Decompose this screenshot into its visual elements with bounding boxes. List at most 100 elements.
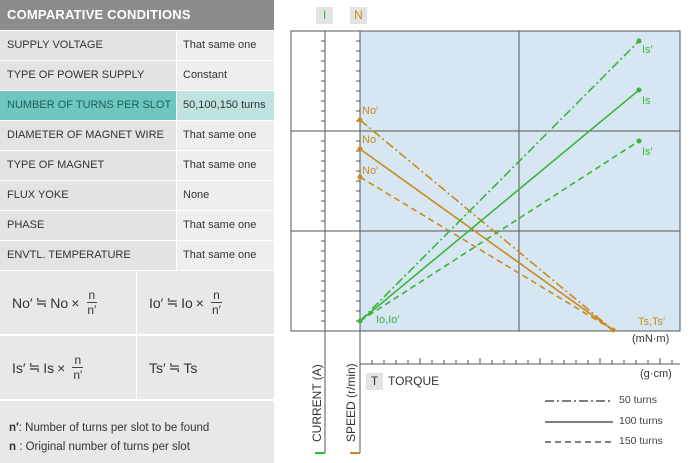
formula-rhs: Io bbox=[181, 294, 193, 311]
current-point-is-150 bbox=[636, 138, 642, 144]
torque-axis-tag: T bbox=[366, 373, 383, 390]
condition-value: That same one bbox=[177, 31, 274, 60]
label-is-50: Is′ bbox=[642, 44, 653, 56]
legend-label: 150 turns bbox=[619, 435, 663, 447]
legend-line-dashed bbox=[545, 441, 613, 443]
condition-row-turns-per-slot: NUMBER OF TURNS PER SLOT 50,100,150 turn… bbox=[0, 91, 274, 120]
label-io: Io,Io′ bbox=[376, 314, 399, 326]
formula-lhs: Io′ bbox=[149, 294, 164, 311]
formula-rhs: Is bbox=[43, 359, 55, 376]
note-text: : Original number of turns per slot bbox=[16, 441, 190, 453]
plot-area bbox=[360, 31, 680, 331]
label-no-150: No′ bbox=[362, 165, 378, 177]
note-key: n bbox=[9, 441, 17, 453]
stall-torque-point bbox=[610, 327, 616, 333]
characteristics-graph: I N Is′ Is bbox=[280, 0, 700, 463]
formula-lhs: Ts′ bbox=[149, 359, 166, 376]
formula-no-prime: No′ ≒ No × n n′ bbox=[0, 271, 136, 334]
condition-label: DIAMETER OF MAGNET WIRE bbox=[0, 121, 176, 150]
condition-label: ENVTL. TEMPERATURE bbox=[0, 241, 176, 270]
condition-value: That same one bbox=[177, 151, 274, 180]
speed-curve-50-turns bbox=[359, 119, 614, 331]
label-is-150: Is′ bbox=[642, 146, 653, 158]
legend-line-dash-dot bbox=[545, 400, 613, 402]
note-n-prime: n′: Number of turns per slot to be found bbox=[9, 422, 209, 434]
formula-fraction: n n′ bbox=[85, 288, 98, 317]
current-point-is-100 bbox=[636, 87, 642, 93]
speed-axis-tag: N bbox=[350, 7, 367, 24]
speed-point-no-150 bbox=[357, 174, 363, 180]
current-curve-50-turns bbox=[359, 40, 640, 322]
current-point-is-50 bbox=[636, 38, 642, 44]
speed-point-no-100 bbox=[357, 146, 363, 152]
panel-title: COMPARATIVE CONDITIONS bbox=[0, 0, 274, 30]
plot-frame bbox=[290, 30, 681, 332]
formula-times-op: × bbox=[195, 294, 204, 311]
condition-label: TYPE OF MAGNET bbox=[0, 151, 176, 180]
note-text: : Number of turns per slot to be found bbox=[18, 422, 210, 434]
condition-value: Constant bbox=[177, 61, 274, 90]
formula-approx-op: ≒ bbox=[28, 359, 41, 375]
comparative-conditions-panel: COMPARATIVE CONDITIONS SUPPLY VOLTAGE Th… bbox=[0, 0, 274, 463]
fraction-denominator: n′ bbox=[87, 303, 97, 317]
formula-lhs: No′ bbox=[12, 294, 33, 311]
fraction-denominator: n′ bbox=[73, 368, 83, 382]
legend-item-50-turns: 50 turns bbox=[543, 394, 673, 408]
unit-gcm: (g·cm) bbox=[640, 368, 672, 380]
formula-fraction: n n′ bbox=[71, 353, 84, 382]
torque-label: TORQUE bbox=[388, 374, 440, 388]
formula-times-op: × bbox=[57, 359, 66, 376]
label-is-100: Is bbox=[642, 95, 651, 107]
label-no-50: No′ bbox=[362, 105, 378, 117]
formula-io-prime: Io′ ≒ Io × n n′ bbox=[137, 271, 274, 334]
condition-value: That same one bbox=[177, 121, 274, 150]
current-curve-150-turns bbox=[359, 140, 640, 322]
condition-value: None bbox=[177, 181, 274, 210]
condition-value: That same one bbox=[177, 241, 274, 270]
formula-times-op: × bbox=[71, 294, 80, 311]
condition-row-temperature: ENVTL. TEMPERATURE That same one bbox=[0, 241, 274, 270]
fraction-numerator: n bbox=[211, 288, 222, 303]
condition-row-flux-yoke: FLUX YOKE None bbox=[0, 181, 274, 210]
legend-line-solid bbox=[545, 421, 613, 423]
formula-is-prime: Is′ ≒ Is × n n′ bbox=[0, 336, 136, 399]
formula-ts-prime: Ts′ ≒ Ts bbox=[137, 336, 274, 399]
axis-ticks bbox=[321, 40, 673, 364]
legend-label: 50 turns bbox=[619, 394, 657, 406]
speed-point-no-50 bbox=[357, 117, 363, 123]
fraction-denominator: n′ bbox=[211, 303, 221, 317]
condition-value: That same one bbox=[177, 211, 274, 240]
condition-label: SUPPLY VOLTAGE bbox=[0, 31, 176, 60]
legend-item-100-turns: 100 turns bbox=[543, 415, 673, 429]
notes-box: n′: Number of turns per slot to be found… bbox=[0, 401, 274, 463]
condition-row-phase: PHASE That same one bbox=[0, 211, 274, 240]
condition-label: NUMBER OF TURNS PER SLOT bbox=[0, 91, 176, 120]
note-key: n′ bbox=[9, 422, 19, 434]
legend-item-150-turns: 150 turns bbox=[543, 435, 673, 449]
condition-row-wire-diameter: DIAMETER OF MAGNET WIRE That same one bbox=[0, 121, 274, 150]
condition-label: TYPE OF POWER SUPPLY bbox=[0, 61, 176, 90]
formula-approx-op: ≒ bbox=[168, 359, 181, 375]
current-curve-100-turns bbox=[359, 89, 640, 322]
no-load-current-point bbox=[357, 318, 363, 324]
condition-label: PHASE bbox=[0, 211, 176, 240]
condition-row-supply-voltage: SUPPLY VOLTAGE That same one bbox=[0, 31, 274, 60]
condition-value: 50,100,150 turns bbox=[177, 91, 274, 120]
note-n: n : Original number of turns per slot bbox=[9, 441, 190, 453]
legend-label: 100 turns bbox=[619, 415, 663, 427]
condition-row-power-supply: TYPE OF POWER SUPPLY Constant bbox=[0, 61, 274, 90]
label-ts: Ts,Ts′ bbox=[638, 316, 665, 328]
current-axis-label: CURRENT (A) bbox=[310, 364, 324, 442]
formula-approx-op: ≒ bbox=[166, 294, 179, 310]
formula-rhs: Ts bbox=[183, 359, 198, 376]
formula-lhs: Is′ bbox=[12, 359, 26, 376]
current-axis-tag: I bbox=[316, 7, 333, 24]
formula-approx-op: ≒ bbox=[35, 294, 48, 310]
formula-fraction: n n′ bbox=[210, 288, 223, 317]
unit-mnm: (mN·m) bbox=[632, 333, 670, 345]
label-no-100: No bbox=[362, 134, 376, 146]
formula-rhs: No bbox=[50, 294, 69, 311]
condition-label: FLUX YOKE bbox=[0, 181, 176, 210]
fraction-numerator: n bbox=[86, 288, 98, 303]
graph-canvas: Is′ Is Is′ No′ No No′ Io,Io′ Ts,Ts′ bbox=[290, 30, 681, 454]
